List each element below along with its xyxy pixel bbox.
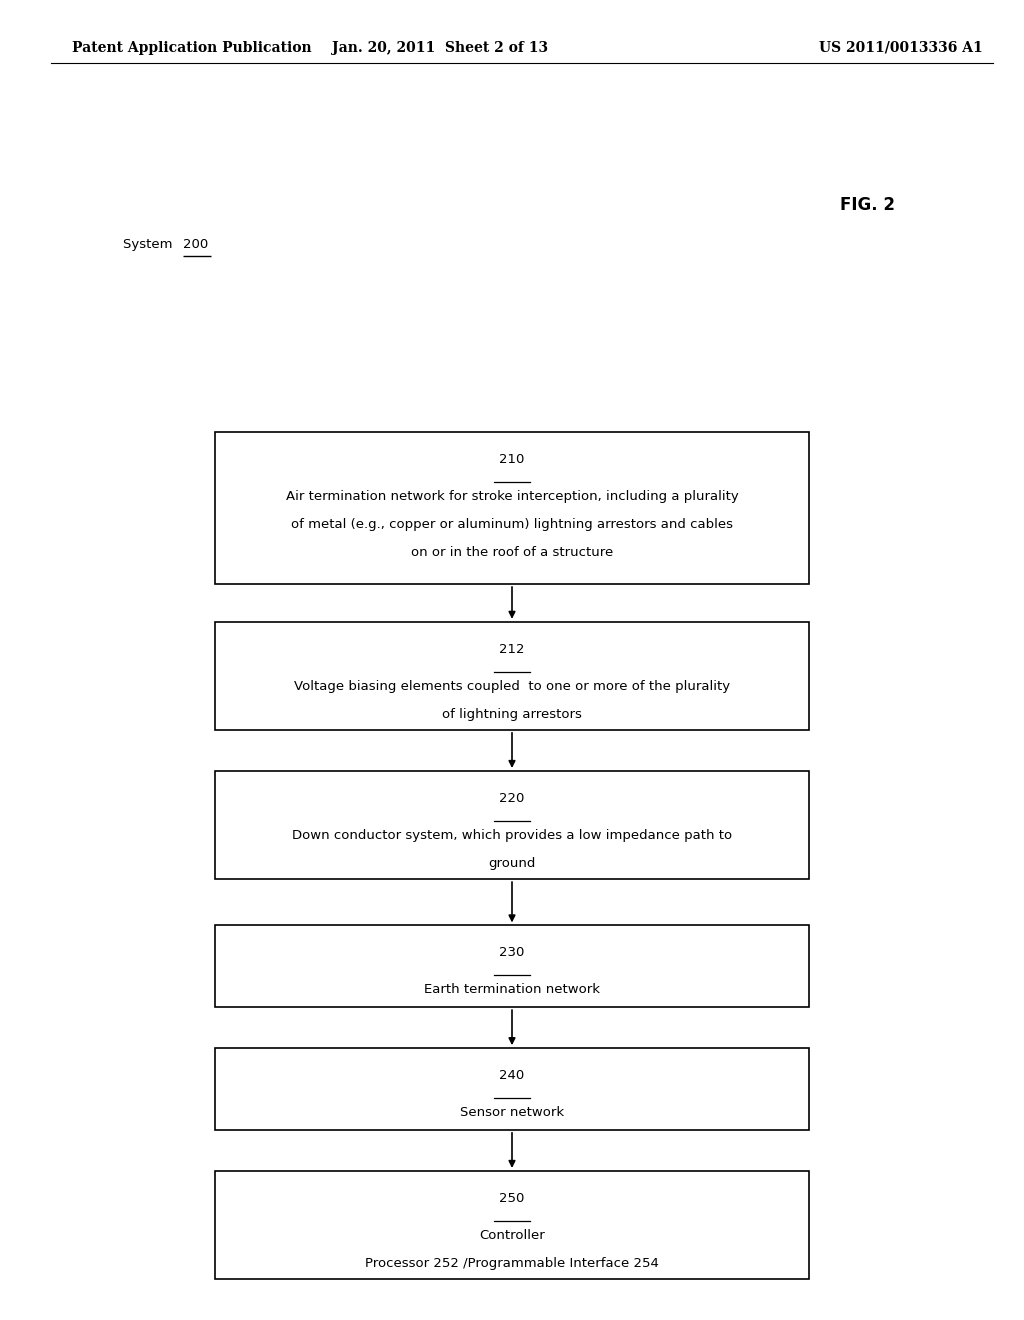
Text: Patent Application Publication: Patent Application Publication bbox=[72, 41, 311, 54]
Text: FIG. 2: FIG. 2 bbox=[840, 195, 895, 214]
Text: of metal (e.g., copper or aluminum) lightning arrestors and cables: of metal (e.g., copper or aluminum) ligh… bbox=[291, 519, 733, 531]
Text: Controller: Controller bbox=[479, 1229, 545, 1242]
FancyBboxPatch shape bbox=[215, 433, 809, 583]
FancyBboxPatch shape bbox=[215, 771, 809, 879]
Text: Earth termination network: Earth termination network bbox=[424, 983, 600, 997]
Text: of lightning arrestors: of lightning arrestors bbox=[442, 708, 582, 721]
Text: 250: 250 bbox=[500, 1192, 524, 1205]
Text: 240: 240 bbox=[500, 1069, 524, 1082]
Text: 200: 200 bbox=[183, 238, 209, 251]
Text: on or in the roof of a structure: on or in the roof of a structure bbox=[411, 546, 613, 558]
FancyBboxPatch shape bbox=[215, 1171, 809, 1279]
Text: ground: ground bbox=[488, 857, 536, 870]
Text: US 2011/0013336 A1: US 2011/0013336 A1 bbox=[819, 41, 983, 54]
FancyBboxPatch shape bbox=[215, 622, 809, 730]
Text: Sensor network: Sensor network bbox=[460, 1106, 564, 1119]
Text: 212: 212 bbox=[500, 643, 524, 656]
FancyBboxPatch shape bbox=[215, 925, 809, 1007]
Text: 220: 220 bbox=[500, 792, 524, 805]
Text: Down conductor system, which provides a low impedance path to: Down conductor system, which provides a … bbox=[292, 829, 732, 842]
FancyBboxPatch shape bbox=[215, 1048, 809, 1130]
Text: 210: 210 bbox=[500, 454, 524, 466]
Text: Jan. 20, 2011  Sheet 2 of 13: Jan. 20, 2011 Sheet 2 of 13 bbox=[332, 41, 549, 54]
Text: Processor 252 /Programmable Interface 254: Processor 252 /Programmable Interface 25… bbox=[366, 1257, 658, 1270]
Text: System: System bbox=[123, 238, 176, 251]
Text: Air termination network for stroke interception, including a plurality: Air termination network for stroke inter… bbox=[286, 491, 738, 503]
Text: 230: 230 bbox=[500, 946, 524, 960]
Text: Voltage biasing elements coupled  to one or more of the plurality: Voltage biasing elements coupled to one … bbox=[294, 680, 730, 693]
